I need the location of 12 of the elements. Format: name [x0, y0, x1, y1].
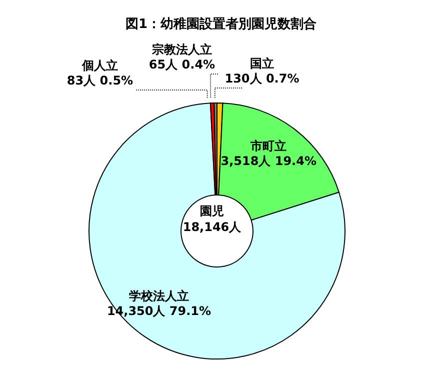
data-label: 65人 0.4% — [148, 58, 216, 72]
slice-label: 学校法人立 — [129, 289, 190, 304]
data-label: 3,518人 19.4% — [220, 154, 316, 168]
text: 園児 18,146人 — [182, 204, 242, 234]
slice-label: 市町立 — [250, 138, 287, 153]
slice-label: 個人立 — [81, 58, 118, 73]
chart-title: 図1：幼稚園設置者別園児数割合 — [125, 16, 317, 32]
data-label: 83人 0.5% — [66, 74, 134, 88]
donut-slice — [88, 102, 346, 360]
slice-label: 国立 — [250, 56, 274, 71]
slice-label: 宗教法人立 — [151, 42, 212, 57]
data-label: 130人 0.7% — [224, 72, 300, 86]
